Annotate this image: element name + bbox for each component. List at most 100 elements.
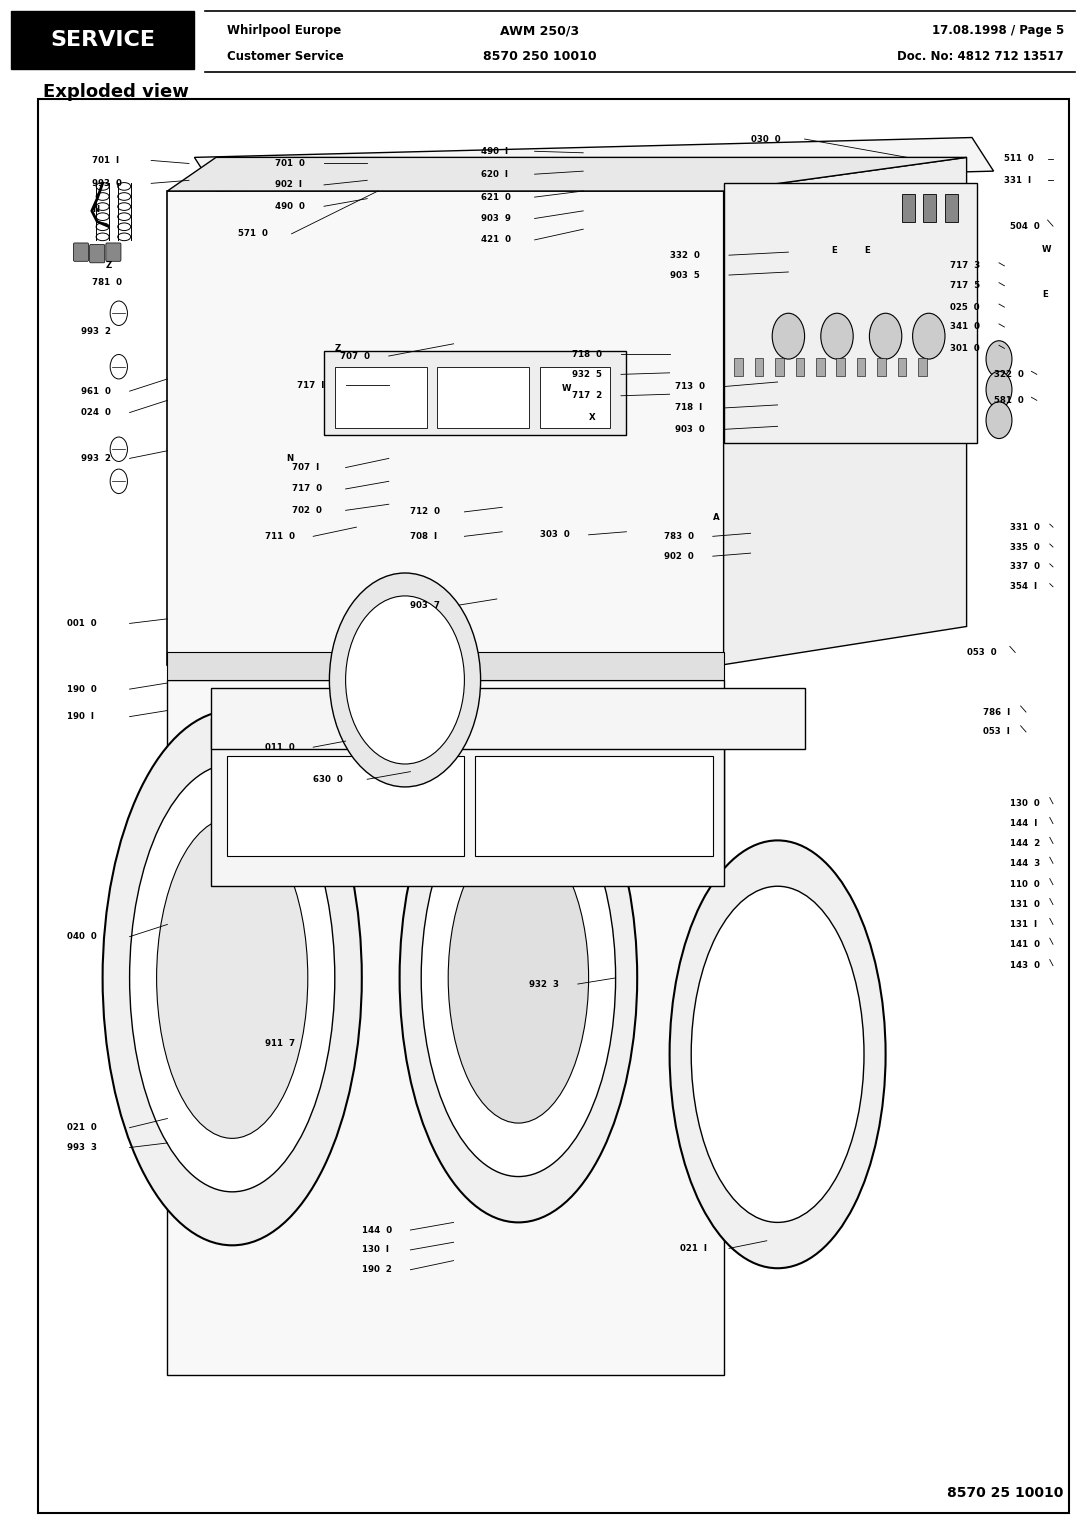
Text: 332  0: 332 0 (670, 251, 700, 260)
Text: SERVICE: SERVICE (50, 29, 156, 50)
Text: 144  3: 144 3 (1010, 859, 1040, 868)
Circle shape (110, 437, 127, 461)
Bar (755, 358, 764, 376)
FancyBboxPatch shape (167, 191, 724, 665)
Text: 131  I: 131 I (1010, 920, 1037, 929)
Text: 707  0: 707 0 (340, 351, 370, 361)
Text: 141  0: 141 0 (1010, 940, 1040, 949)
Circle shape (110, 354, 127, 379)
Text: 144  0: 144 0 (362, 1225, 392, 1235)
Text: 581  0: 581 0 (994, 396, 1024, 405)
Text: 717  0: 717 0 (292, 484, 322, 494)
Text: 144  I: 144 I (1010, 819, 1037, 828)
Text: 911  7: 911 7 (265, 1039, 295, 1048)
Text: 708  I: 708 I (410, 532, 437, 541)
Text: 303  0: 303 0 (540, 530, 570, 539)
Bar (816, 358, 825, 376)
Ellipse shape (448, 833, 589, 1123)
Bar (775, 358, 784, 376)
Text: 025  0: 025 0 (950, 303, 980, 312)
Circle shape (772, 313, 805, 359)
Bar (877, 358, 886, 376)
Text: 421  0: 421 0 (481, 235, 511, 244)
Text: 902  I: 902 I (275, 180, 302, 189)
Text: 190  I: 190 I (67, 712, 94, 721)
Circle shape (869, 313, 902, 359)
FancyBboxPatch shape (106, 243, 121, 261)
Text: 712  0: 712 0 (410, 507, 441, 516)
Circle shape (986, 402, 1012, 439)
Text: Customer Service: Customer Service (227, 50, 343, 63)
Bar (945, 194, 958, 222)
Text: 301  0: 301 0 (950, 344, 981, 353)
FancyBboxPatch shape (324, 351, 626, 435)
Text: 903  5: 903 5 (670, 270, 700, 280)
Bar (796, 358, 805, 376)
Ellipse shape (400, 733, 637, 1222)
Text: 130  I: 130 I (362, 1245, 389, 1254)
FancyBboxPatch shape (90, 244, 105, 263)
FancyBboxPatch shape (211, 688, 805, 749)
Ellipse shape (383, 665, 448, 726)
Ellipse shape (670, 840, 886, 1268)
Text: AWM 250/3: AWM 250/3 (500, 24, 580, 37)
Text: 001  0: 001 0 (67, 619, 96, 628)
Text: 490  0: 490 0 (275, 202, 306, 211)
Ellipse shape (691, 886, 864, 1222)
Circle shape (986, 371, 1012, 408)
Polygon shape (194, 138, 994, 191)
Text: 144  2: 144 2 (1010, 839, 1040, 848)
Text: 331  0: 331 0 (1010, 523, 1040, 532)
Text: Z: Z (106, 261, 112, 270)
Text: 718  I: 718 I (675, 403, 702, 413)
Polygon shape (167, 157, 967, 191)
Text: Whirlpool Europe: Whirlpool Europe (227, 24, 341, 37)
Text: 932  5: 932 5 (572, 370, 603, 379)
Text: 8570 250 10010: 8570 250 10010 (483, 50, 597, 63)
Text: 571  0: 571 0 (238, 229, 268, 238)
Circle shape (329, 573, 481, 787)
Bar (734, 358, 743, 376)
Bar (836, 358, 845, 376)
Text: 903  7: 903 7 (410, 601, 441, 610)
FancyBboxPatch shape (335, 367, 427, 428)
Text: 713  0: 713 0 (675, 382, 705, 391)
Bar (902, 194, 915, 222)
Text: 783  0: 783 0 (664, 532, 694, 541)
Ellipse shape (103, 711, 362, 1245)
Text: 903  9: 903 9 (481, 214, 511, 223)
Text: 053  0: 053 0 (967, 648, 996, 657)
Bar (897, 358, 906, 376)
Text: 993  3: 993 3 (67, 1143, 97, 1152)
Ellipse shape (157, 817, 308, 1138)
Bar (923, 194, 936, 222)
Text: 781  0: 781 0 (92, 278, 122, 287)
FancyBboxPatch shape (167, 652, 724, 680)
Text: A: A (713, 513, 719, 523)
Text: E: E (864, 246, 869, 255)
FancyBboxPatch shape (724, 183, 977, 443)
Text: 337  0: 337 0 (1010, 562, 1040, 571)
Text: W: W (1042, 244, 1052, 254)
Text: 17.08.1998 / Page 5: 17.08.1998 / Page 5 (932, 24, 1064, 37)
Text: 190  0: 190 0 (67, 685, 97, 694)
Circle shape (913, 313, 945, 359)
Text: 707  I: 707 I (292, 463, 319, 472)
Text: 024  0: 024 0 (81, 408, 111, 417)
FancyBboxPatch shape (38, 99, 1069, 1513)
Text: 331  I: 331 I (1004, 176, 1031, 185)
Text: 993  2: 993 2 (81, 327, 111, 336)
Text: 511  0: 511 0 (1004, 154, 1035, 163)
Text: 903  0: 903 0 (675, 425, 705, 434)
Text: 8570 25 10010: 8570 25 10010 (947, 1487, 1064, 1500)
Text: 335  0: 335 0 (1010, 542, 1040, 552)
Text: 701  I: 701 I (92, 156, 119, 165)
Text: 322  0: 322 0 (994, 370, 1024, 379)
Text: 902  0: 902 0 (664, 552, 694, 561)
Text: 620  I: 620 I (481, 170, 508, 179)
Text: 341  0: 341 0 (950, 322, 981, 332)
Text: E: E (832, 246, 837, 255)
Text: 130  0: 130 0 (1010, 799, 1040, 808)
Text: 717  3: 717 3 (950, 261, 981, 270)
Text: 354  I: 354 I (1010, 582, 1037, 591)
